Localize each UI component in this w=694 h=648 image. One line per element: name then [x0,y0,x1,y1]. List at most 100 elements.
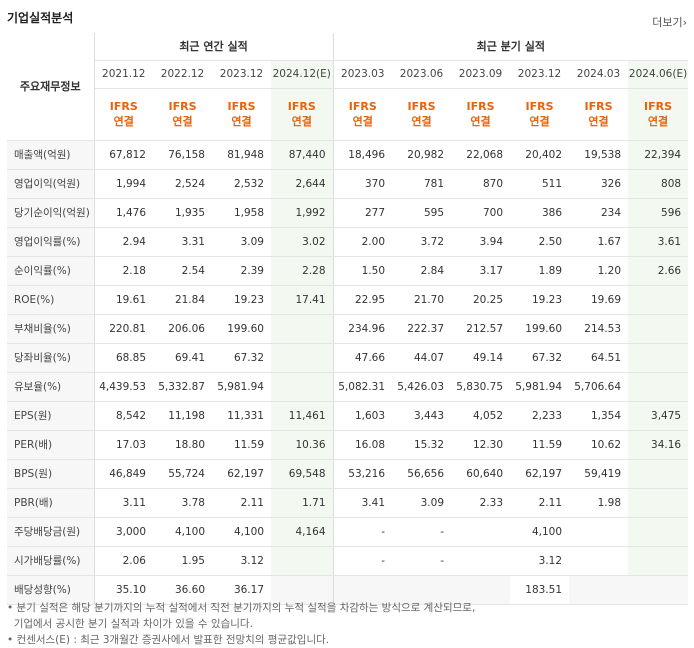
table-cell: 1.20 [569,256,629,286]
table-cell: 4,439.53 [94,372,153,402]
quarter-group-header: 최근 분기 실적 [332,33,689,61]
table-cell: 19.69 [569,285,629,315]
table-cell: 2.50 [510,226,570,257]
footnote-1-cont: 기업에서 공시한 분기 실적과 차이가 있을 수 있습니다. [13,618,253,630]
table-row: 유보율(%) 4,439.53 5,332.87 5,981.94 5,082.31 5,… [7,372,689,402]
row-label: 매출액(억원) [7,140,95,170]
table-cell: 18.80 [153,430,212,460]
table-cell: - [392,516,452,547]
table-cell [271,372,334,402]
table-cell: 2.54 [153,256,212,286]
table-cell: 199.60 [212,313,271,344]
table-cell: 1.67 [569,226,629,257]
table-cell: 5,830.75 [451,372,511,402]
table-cell: 3.12 [510,546,570,576]
table-cell: 206.06 [153,313,212,344]
table-cell: 19,538 [569,140,629,170]
table-row: 배당성향(%) 35.10 36.60 36.17 183.51 [7,575,689,605]
table-row: 부채비율(%) 220.81 206.06 199.60 234.96 222.37 212… [7,313,689,344]
table-cell: 1,603 [332,400,393,431]
table-cell: 3.94 [451,226,511,257]
table-cell [271,343,334,373]
table-cell: 3.61 [628,226,689,257]
table-cell: 2.39 [212,256,271,286]
table-cell: 11.59 [212,430,271,460]
table-cell: 53,216 [332,459,393,489]
table-cell: 60,640 [451,459,511,489]
table-cell: 596 [628,198,689,228]
table-cell: 212.57 [451,313,511,344]
row-label: PBR(배) [7,488,95,518]
table-cell: 10.62 [569,430,629,460]
table-cell: 183.51 [510,575,570,605]
financial-table: 주요재무정보 최근 연간 실적 최근 분기 실적 2021.12 2022.12 2… [7,33,689,605]
table-cell: 3.72 [392,226,452,257]
table-cell: 20,982 [392,140,452,170]
table-cell: - [392,546,452,576]
table-cell [569,546,629,576]
section-header: 기업실적분석 더보기› [7,6,687,30]
period-header: 2023.06 [392,60,452,89]
table-cell: 1.71 [271,488,334,518]
period-header: 2023.12 [510,60,570,89]
table-cell: 3.17 [451,256,511,286]
table-row: 영업이익(억원) 1,994 2,524 2,532 2,644 370 781 870 511… [7,169,689,199]
table-cell [569,516,629,547]
table-cell [569,575,629,605]
table-cell: 595 [392,198,452,228]
table-cell: 4,100 [212,516,271,547]
table-row: PBR(배) 3.11 3.78 2.11 1.71 3.41 3.09 2.33 2.11 1.… [7,488,689,518]
table-cell [628,372,689,402]
row-label: 당좌비율(%) [7,343,95,373]
row-label: BPS(원) [7,459,95,489]
table-cell: 3.09 [212,226,271,257]
table-cell: 2.28 [271,256,334,286]
period-header: 2022.12 [153,60,212,89]
table-cell: 5,426.03 [392,372,452,402]
table-cell [271,313,334,344]
table-cell: 1,994 [94,169,153,199]
table-cell: 1,935 [153,198,212,228]
chevron-right-icon: › [682,16,687,29]
table-cell: 69,548 [271,459,334,489]
footnote-1: • 분기 실적은 해당 분기까지의 누적 실적에서 직전 분기까지의 누적 실적… [7,602,476,614]
table-row: 순이익률(%) 2.18 2.54 2.39 2.28 1.50 2.84 3.17 1.89 1… [7,256,689,286]
table-cell: 3.11 [94,488,153,518]
table-cell [628,285,689,315]
row-label: 영업이익(억원) [7,169,95,199]
table-cell: 5,706.64 [569,372,629,402]
table-cell: 67.32 [212,343,271,373]
period-header: 2024.03 [569,60,629,89]
ifrs-label: IFRS 연결 [212,88,271,141]
table-row: 영업이익률(%) 2.94 3.31 3.09 3.02 2.00 3.72 3.94 2.50… [7,226,689,257]
table-cell: 67.32 [510,343,570,373]
table-cell: 4,164 [271,516,334,547]
row-label: EPS(원) [7,400,95,431]
row-label: 영업이익률(%) [7,226,95,257]
table-cell: 5,981.94 [212,372,271,402]
table-cell: 3,000 [94,516,153,547]
table-cell: 5,981.94 [510,372,570,402]
table-cell: 326 [569,169,629,199]
table-cell: 199.60 [510,313,570,344]
table-row: 당기순이익(억원) 1,476 1,935 1,958 1,992 277 595 700 38… [7,198,689,228]
table-cell: 3,443 [392,400,452,431]
more-link[interactable]: 더보기› [652,14,687,30]
table-cell: 8,542 [94,400,153,431]
table-cell: 1.98 [569,488,629,518]
table-cell [628,459,689,489]
table-cell: 2.18 [94,256,153,286]
table-cell: 234 [569,198,629,228]
table-cell [628,575,689,605]
table-cell [628,488,689,518]
table-cell: 2.66 [628,256,689,286]
table-cell: 781 [392,169,452,199]
table-cell: 76,158 [153,140,212,170]
ifrs-label: IFRS 연결 [153,88,212,141]
table-cell [332,575,393,605]
period-header: 2021.12 [94,60,153,89]
table-cell: 2.11 [510,488,570,518]
table-cell: 17.41 [271,285,334,315]
row-header: 주요재무정보 [7,33,95,141]
table-cell: 2,524 [153,169,212,199]
